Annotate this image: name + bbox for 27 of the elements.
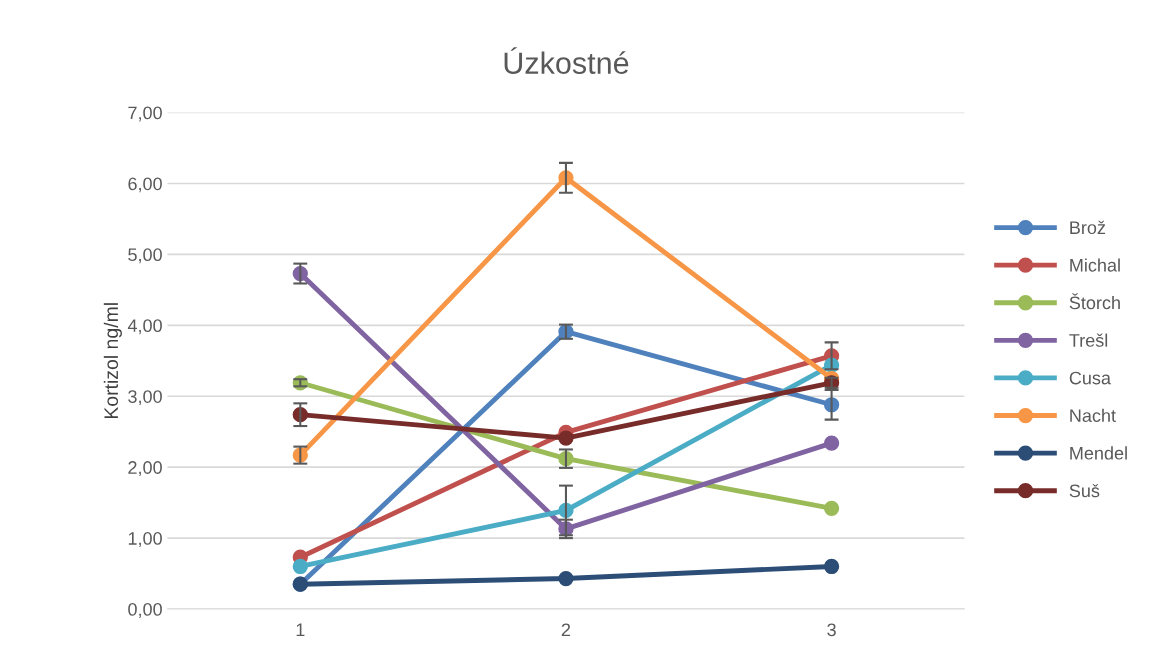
legend-label: Štorch: [1069, 293, 1120, 310]
x-tick-label: 1: [296, 623, 305, 637]
y-tick-label: 1,00: [128, 532, 162, 547]
y-tick-label: 3,00: [128, 390, 162, 406]
legend-label: Brož: [1070, 220, 1106, 235]
legend-label: Nacht: [1070, 408, 1116, 423]
y-tick-label: 0,00: [128, 602, 162, 618]
chart-title: Úzkostné: [504, 47, 629, 74]
legend-label: Mendel: [1070, 446, 1127, 460]
point: [823, 435, 840, 451]
point: [558, 570, 574, 587]
y-tick-label: 4,00: [127, 319, 162, 335]
y-tick-label: 6,00: [128, 177, 162, 193]
y-axis-title: Kortizol ng/ml: [103, 303, 122, 419]
y-tick-label: 2,00: [128, 461, 162, 477]
point: [558, 430, 574, 446]
y-tick-label: 5,00: [128, 248, 162, 264]
legend-label: Michal: [1070, 258, 1120, 272]
point: [823, 558, 840, 575]
point: [823, 500, 840, 516]
x-tick-label: 3: [827, 623, 836, 637]
x-tick-label: 2: [561, 623, 571, 637]
point: [292, 558, 308, 575]
legend-label: Trešl: [1069, 333, 1108, 347]
legend-label: Cusa: [1069, 371, 1111, 385]
legend-label: Suš: [1069, 483, 1100, 498]
y-tick-label: 7,00: [128, 106, 162, 122]
